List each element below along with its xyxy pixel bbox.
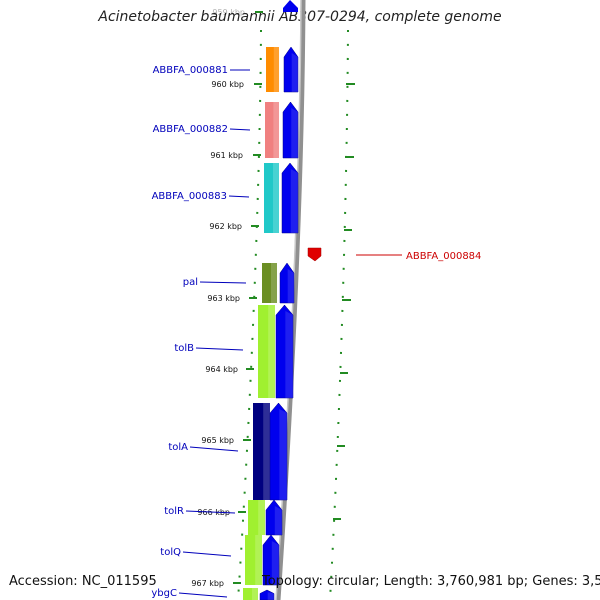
forward-cds-arrow [283,46,299,93]
outer-gc-track [329,29,349,600]
forward-cds-arrow [269,402,288,501]
forward-cds-arrow-partial [283,0,298,12]
outer-gc-marks [333,83,355,520]
gene-label[interactable]: tolB [174,343,194,354]
gene-label[interactable]: ABBFA_000881 [153,65,228,76]
forward-cds-shade [271,541,279,585]
gene-label[interactable]: ABBFA_000884 [406,251,481,262]
forward-cds-shade [291,108,298,158]
topology-label: Topology: circular; Length: 3,760,981 bp… [262,574,600,589]
kbp-tick-label: 962 kbp [209,222,242,231]
gene-label[interactable]: tolA [168,442,188,453]
gene-label[interactable]: tolR [164,506,184,517]
kbp-tick-label: 965 kbp [201,436,234,445]
forward-cds-shade [290,169,298,233]
kbp-tick-label: 959 kbp [212,8,245,17]
gene-leader-line [199,281,247,284]
forward-cds-shade [274,506,282,535]
forward-cds-shade [267,592,274,600]
forward-cds-arrow [259,589,275,600]
forward-cds-arrow [281,162,299,234]
forward-cds-arrow [279,262,295,304]
gene-label[interactable]: ABBFA_000883 [152,191,227,202]
gene-label[interactable]: pal [183,277,198,288]
gene-leader-line [189,446,239,452]
kbp-tick-label: 960 kbp [211,80,244,89]
gene-label[interactable]: ABBFA_000882 [153,124,228,135]
kbp-tick-label: 963 kbp [207,294,240,303]
forward-cds-arrow [282,101,299,159]
gene-block-shade [258,500,265,535]
gene-block-shade [273,47,279,92]
gene-block [266,47,279,92]
forward-cds-arrow [262,534,280,586]
inner-gc-track [237,29,262,600]
accession-label: Accession: NC_011595 [9,574,157,589]
kbp-tick-label: 967 kbp [191,579,224,588]
kbp-tick-label: 964 kbp [205,365,238,374]
gene-block [243,588,258,600]
gene-block-shade [273,163,279,233]
gene-block [265,102,279,158]
gene-block [258,305,275,398]
gene-block-shade [252,588,258,600]
gene-block-shade [268,305,275,398]
map-title: Acinetobacter baumannii AB307-0294, comp… [98,9,502,25]
gene-block-shade [255,535,262,585]
gene-block [245,535,262,585]
gene-label[interactable]: tolQ [160,547,181,558]
forward-cds-shade [285,311,293,398]
backbone-arc [275,0,306,600]
gene-leader-line [228,195,250,198]
gene-leader-line [182,551,232,557]
kbp-tick-label: 961 kbp [210,151,243,160]
forward-cds-arrow [265,499,283,536]
forward-cds-shade [279,409,287,500]
gene-leader-line [195,347,244,351]
forward-cds-arrow [275,304,294,399]
forward-cds-shade [291,53,298,92]
gene-block-shade [263,403,270,500]
gene-block [248,500,265,535]
gene-block [264,163,279,233]
gene-block [262,263,277,303]
gene-leader-line [185,510,236,514]
gene-block [253,403,270,500]
gene-block-shade [271,263,277,303]
gene-leader-line [178,592,228,598]
gene-label[interactable]: ybgC [151,588,177,599]
reverse-gene-marker [307,247,322,262]
gene-leader-line [229,128,251,131]
forward-cds-shade [287,269,294,303]
gene-block-shade [273,102,279,158]
